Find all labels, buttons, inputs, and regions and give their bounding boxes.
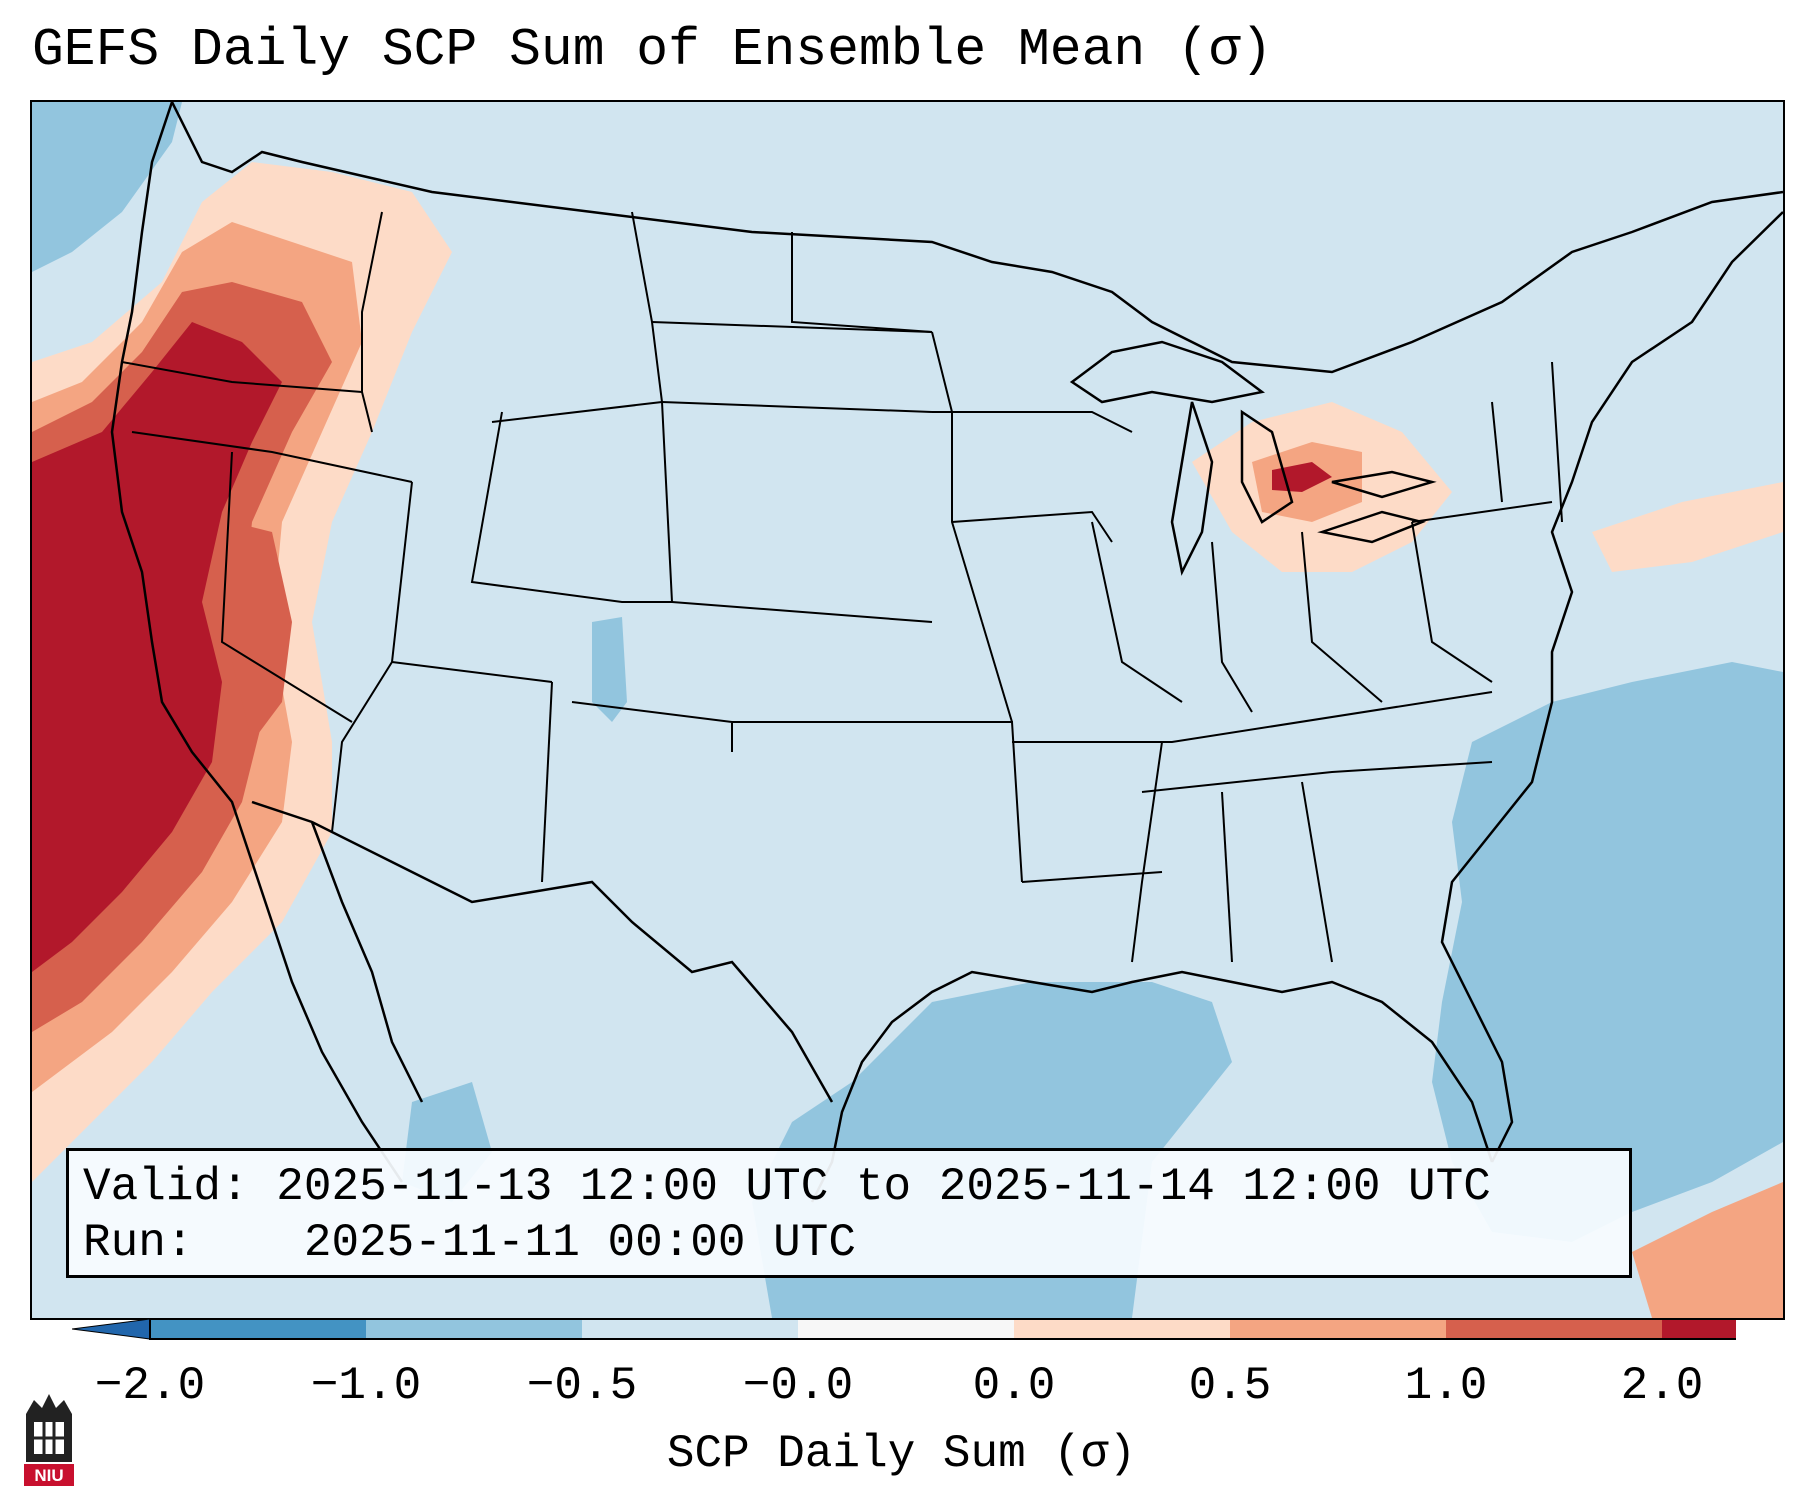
logo-text: NIU <box>34 1466 63 1485</box>
colorbar-segment <box>1014 1319 1230 1339</box>
new-england-offshore <box>1592 482 1783 572</box>
west-coastline <box>110 102 404 1183</box>
tick-label: −0.5 <box>526 1360 638 1412</box>
state-lines <box>121 211 1563 963</box>
colorbar-segment <box>1446 1319 1662 1339</box>
baja-peninsula <box>310 821 424 1103</box>
scp-field-map <box>32 102 1783 1318</box>
tick-label: −0.0 <box>742 1360 854 1412</box>
map-panel <box>30 100 1785 1320</box>
tick-label: −2.0 <box>94 1360 206 1412</box>
boundaries <box>110 102 1783 1203</box>
nevada-streak <box>232 522 292 742</box>
atlantic-negative-region <box>1432 662 1783 1242</box>
west-coast-strong-band <box>32 322 282 972</box>
us-canada-border <box>170 102 1783 374</box>
cuba-positive-region <box>1632 1182 1783 1318</box>
run-info-box: Valid: 2025-11-13 12:00 UTC to 2025-11-1… <box>66 1148 1632 1278</box>
colorbar-label: SCP Daily Sum (σ) <box>666 1428 1137 1480</box>
run-label: Run: <box>83 1217 194 1269</box>
colorbar-segment <box>150 1319 366 1339</box>
niu-logo-icon: NIU <box>24 1394 74 1486</box>
tick-label: 1.0 <box>1404 1360 1488 1412</box>
tick-label: 0.5 <box>1188 1360 1272 1412</box>
colorbar-segment <box>1230 1319 1446 1339</box>
tick-label: −1.0 <box>310 1360 422 1412</box>
colorbar-outline <box>149 1318 1736 1340</box>
colorbar-segment <box>366 1319 582 1339</box>
mexico-border <box>251 800 834 1103</box>
pacific-negative-region <box>32 102 182 272</box>
colorbar-segment <box>1662 1319 1736 1339</box>
great-lakes-outline <box>1069 340 1437 576</box>
colorado-negative-region <box>592 617 627 722</box>
colorbar <box>72 1318 1736 1340</box>
colorbar-segment <box>798 1319 1014 1339</box>
map-title: GEFS Daily SCP Sum of Ensemble Mean (σ) <box>32 20 1273 80</box>
east-coastline <box>1440 211 1783 1163</box>
valid-value: 2025-11-13 12:00 UTC to 2025-11-14 12:00… <box>276 1161 1491 1213</box>
tick-label: 0.0 <box>972 1360 1056 1412</box>
colorbar-extend-low <box>72 1318 151 1340</box>
gulf-coastline <box>810 970 1494 1203</box>
tick-label: 2.0 <box>1620 1360 1704 1412</box>
colorbar-segment <box>582 1319 798 1339</box>
run-value: 2025-11-11 00:00 UTC <box>303 1217 856 1269</box>
valid-label: Valid: <box>83 1161 249 1213</box>
